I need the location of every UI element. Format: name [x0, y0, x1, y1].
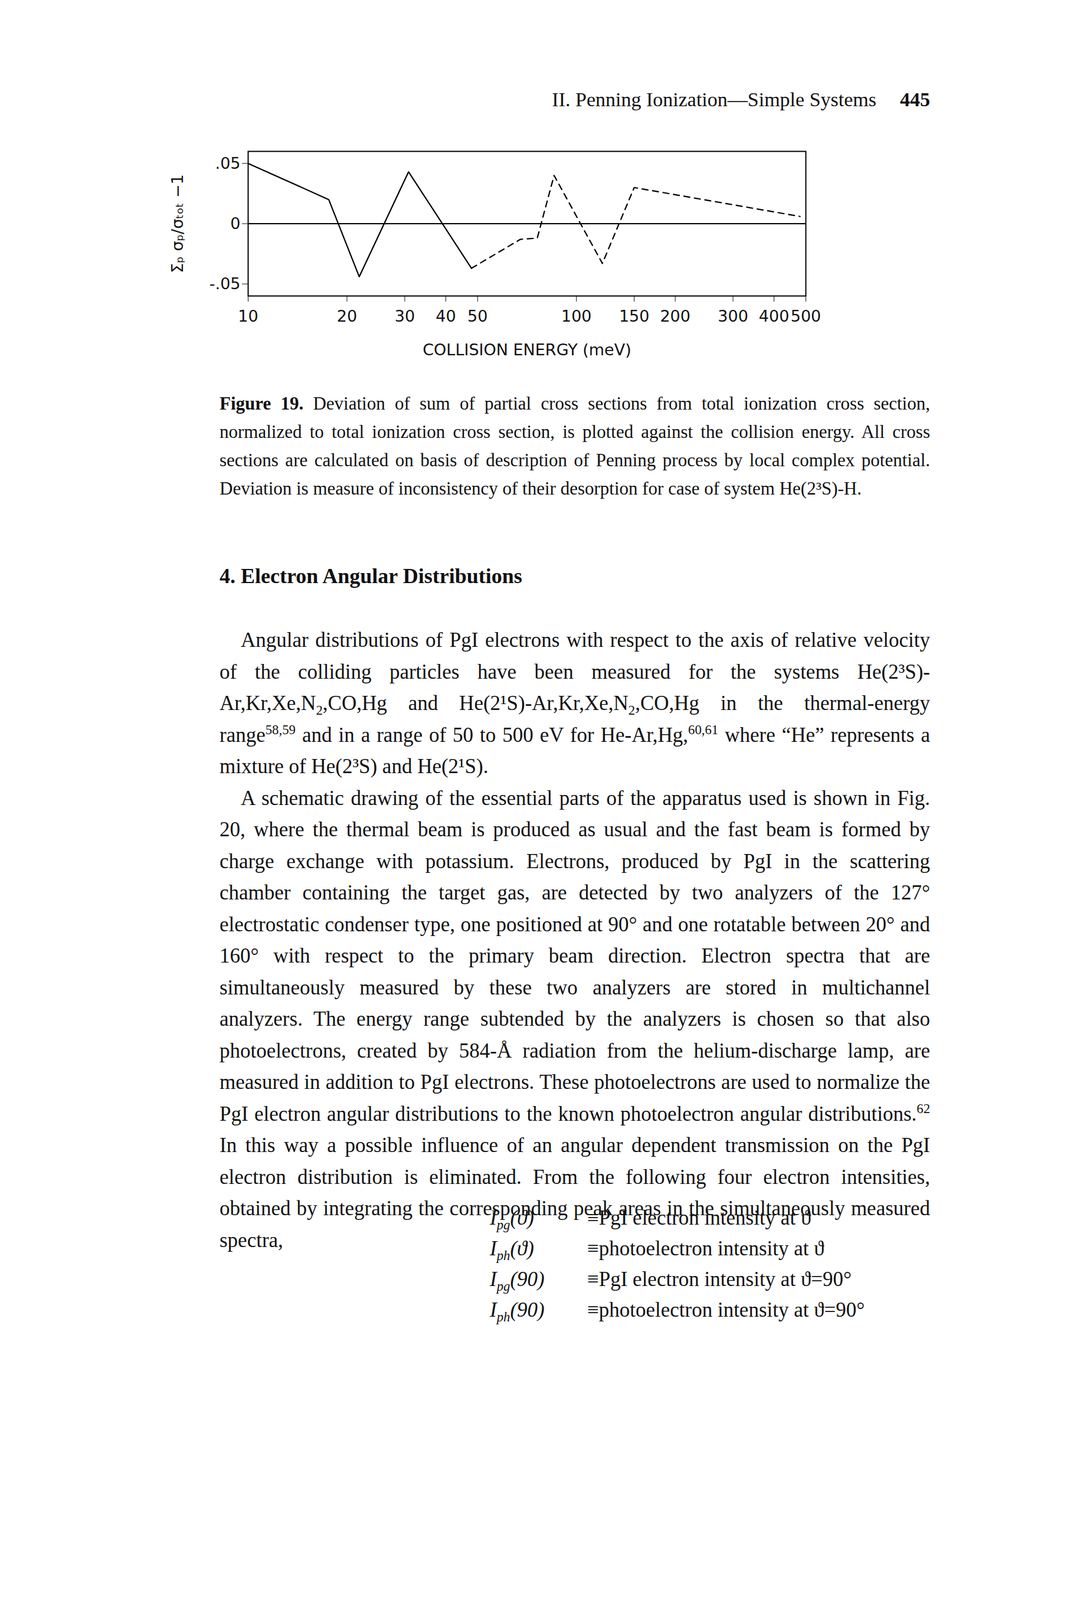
html-text:A schematic drawing of the ess: A schematic drawing of the essential par…	[219, 786, 931, 1126]
svg-text:100: 100	[561, 306, 592, 326]
svg-text:300: 300	[717, 306, 749, 326]
svg-text:Σₚ σₚ/σₜₒₜ −1: Σₚ σₚ/σₜₒₜ −1	[168, 174, 187, 274]
html-text:Angular distributions of PgI e: Angular distributions of PgI electrons w…	[219, 628, 931, 778]
html-text:In this way a possible influen: In this way a possible influence of an a…	[219, 1133, 931, 1252]
svg-text:30: 30	[394, 306, 415, 326]
svg-text:500: 500	[790, 306, 822, 326]
html-text:Ipg(ϑ): Ipg(ϑ)	[489, 1206, 535, 1233]
html-text:4. Electron Angular Distributi: 4. Electron Angular Distributions	[219, 564, 523, 588]
svg-text:200: 200	[659, 306, 691, 326]
html-text:Iph(90): Iph(90)	[489, 1298, 545, 1325]
svg-text:50: 50	[467, 306, 488, 326]
svg-text:400: 400	[758, 306, 790, 326]
svg-text:0: 0	[230, 214, 241, 233]
svg-text:-.05: -.05	[209, 274, 241, 293]
html-text:Figure 19. Deviation of sum of: Figure 19. Deviation of sum of partial c…	[219, 393, 931, 499]
html-text:≡PgI electron intensity at ϑ: ≡PgI electron intensity at ϑ	[587, 1206, 811, 1230]
svg-text:20: 20	[336, 306, 358, 326]
html-text:≡PgI electron intensity at ϑ=9: ≡PgI electron intensity at ϑ=90°	[587, 1267, 852, 1291]
html-text:Iph(ϑ): Iph(ϑ)	[489, 1236, 535, 1263]
html-text:445: 445	[899, 88, 931, 111]
html-text:≡photoelectron intensity at ϑ: ≡photoelectron intensity at ϑ	[587, 1236, 825, 1260]
svg-text:COLLISION ENERGY (meV): COLLISION ENERGY (meV)	[422, 340, 631, 359]
html-text:≡photoelectron intensity at ϑ=: ≡photoelectron intensity at ϑ=90°	[587, 1298, 865, 1322]
html-text:Ipg(90): Ipg(90)	[489, 1267, 545, 1294]
svg-text:40: 40	[435, 306, 456, 326]
html-text:II. Penning Ionization—Simple: II. Penning Ionization—Simple Systems	[552, 88, 877, 111]
svg-text:10: 10	[237, 306, 258, 326]
svg-text:.05: .05	[215, 154, 241, 173]
svg-text:150: 150	[619, 306, 650, 326]
